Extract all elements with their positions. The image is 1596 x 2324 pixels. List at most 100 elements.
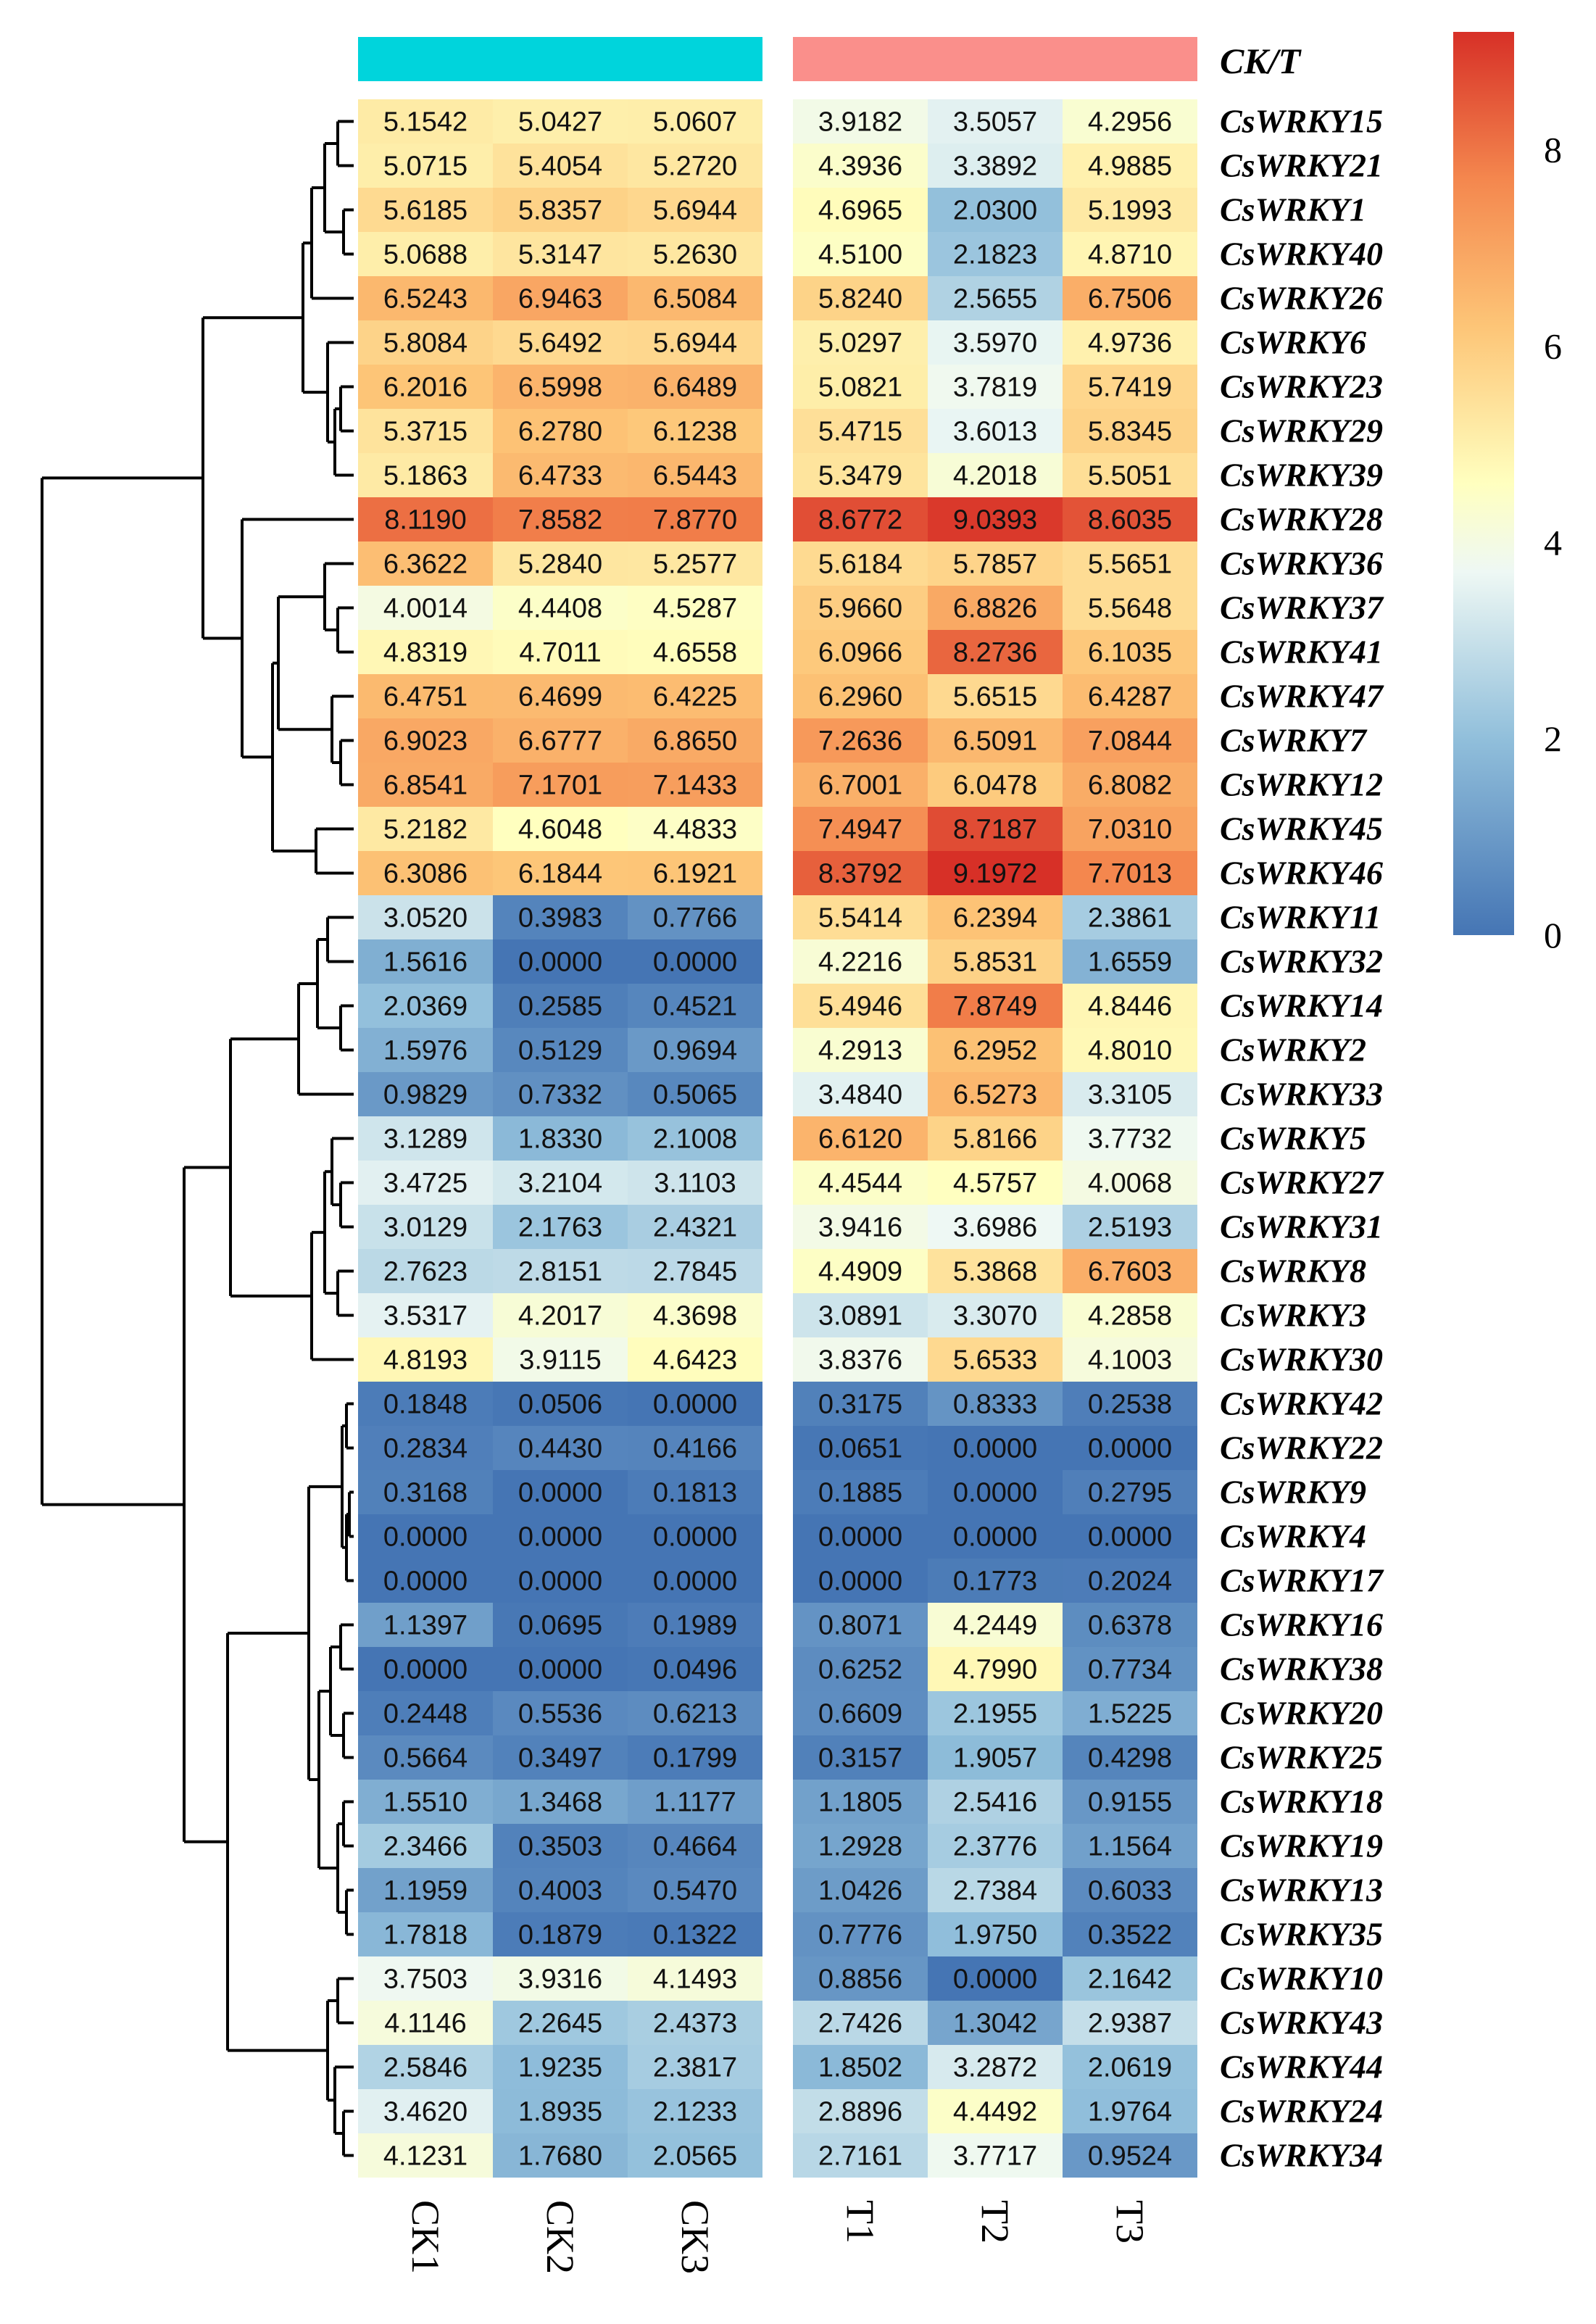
cell-value: 0.8071 [818,1611,902,1641]
cell-value: 1.1805 [818,1788,902,1818]
cell-value: 7.1433 [653,771,737,801]
heatmap-cell [1063,2001,1197,2045]
heatmap-cell [493,763,628,807]
row-label: CsWRKY34 [1220,2137,1383,2174]
heatmap-cell [928,1735,1063,1780]
heatmap-cell [493,674,628,718]
heatmap-cell [628,1735,762,1780]
cell-value: 4.8193 [383,1345,467,1376]
heatmap-cell [1063,365,1197,409]
cell-value: 4.9736 [1088,328,1172,359]
cell-value: 4.5757 [953,1169,1037,1199]
cell-value: 0.0000 [518,1566,602,1597]
row-labels: CsWRKY15 CsWRKY21 CsWRKY1 CsWRKY40 CsWRKY26 C… [1220,103,1384,2174]
heatmap-cell [1063,586,1197,630]
cell-value: 4.2018 [953,461,1037,491]
heatmap-cell [358,1868,493,1912]
cell-value: 1.3042 [953,2009,1037,2039]
row-label: CsWRKY40 [1220,236,1383,273]
cell-value: 6.5273 [953,1080,1037,1111]
cell-value: 0.6609 [818,1699,902,1730]
cell-value: 0.0496 [653,1655,737,1685]
cell-value: 4.8710 [1088,240,1172,270]
heatmap-cell [928,1116,1063,1161]
heatmap-cell [358,630,493,674]
cell-value: 5.0821 [818,373,902,403]
row-label: CsWRKY27 [1220,1164,1384,1201]
row-label: CsWRKY19 [1220,1827,1383,1864]
cell-value: 3.9316 [518,1964,602,1995]
heatmap-cell [493,1249,628,1293]
cell-value: 3.7503 [383,1964,467,1995]
heatmap-cell [928,2045,1063,2089]
heatmap-cell [628,1956,762,2001]
cell-value: 7.0310 [1088,815,1172,845]
heatmap-cell [493,1337,628,1382]
cell-value: 6.8826 [953,594,1037,624]
cell-value: 0.1813 [653,1478,737,1508]
cell-value: 6.2780 [518,417,602,447]
cell-value: 3.7717 [953,2141,1037,2172]
heatmap-cell [1063,807,1197,851]
heatmap-cell [793,1780,928,1824]
cell-value: 3.1289 [383,1124,467,1155]
cell-value: 4.8446 [1088,992,1172,1022]
heatmap-cell [628,1382,762,1426]
heatmap-cell [628,1337,762,1382]
cell-value: 3.5057 [953,107,1037,138]
heatmap-cell [793,1647,928,1691]
row-label: CsWRKY18 [1220,1783,1383,1820]
cell-value: 3.6986 [953,1213,1037,1243]
cell-value: 2.0300 [953,196,1037,226]
heatmap-cell [628,718,762,763]
heatmap-cell [1063,851,1197,895]
chart-title: CK/T [1220,41,1302,81]
heatmap-cell [358,1956,493,2001]
heatmap-cell [358,99,493,144]
heatmap-cell [1063,1559,1197,1603]
cell-value: 4.9885 [1088,152,1172,182]
heatmap-cell [1063,99,1197,144]
heatmap-cell [793,674,928,718]
cell-value: 0.1773 [953,1566,1037,1597]
heatmap-cell [493,2089,628,2133]
cell-value: 6.1238 [653,417,737,447]
cell-value: 0.0000 [953,1478,1037,1508]
cell-value: 6.1035 [1088,638,1172,668]
column-label: T2 [973,2200,1017,2244]
cell-value: 1.9764 [1088,2097,1172,2128]
heatmap-cell [358,2089,493,2133]
cell-value: 0.1989 [653,1611,737,1641]
heatmap-cell [793,1293,928,1337]
cell-value: 5.4946 [818,992,902,1022]
cell-value: 3.0520 [383,903,467,934]
cell-value: 6.9023 [383,726,467,757]
cell-value: 5.0297 [818,328,902,359]
heatmap-cell [1063,1293,1197,1337]
heatmap-cell [793,2133,928,2178]
heatmap-cell [1063,1337,1197,1382]
row-label: CsWRKY6 [1220,324,1366,361]
cell-value: 5.3715 [383,417,467,447]
heatmap-cell [1063,409,1197,453]
cell-value: 2.2645 [518,2009,602,2039]
cell-value: 9.0393 [953,505,1037,536]
cell-value: 0.3168 [383,1478,467,1508]
heatmap-cell [928,1559,1063,1603]
cell-value: 0.5664 [383,1743,467,1774]
cell-value: 0.0000 [818,1566,902,1597]
cell-value: 5.7857 [953,549,1037,580]
cell-value: 1.7818 [383,1920,467,1951]
cell-value: 0.1322 [653,1920,737,1951]
cell-value: 0.0506 [518,1390,602,1420]
row-label: CsWRKY32 [1220,943,1383,980]
cell-value: 4.4492 [953,2097,1037,2128]
cell-value: 6.7506 [1088,284,1172,315]
cell-value: 5.3868 [953,1257,1037,1287]
cell-value: 6.4225 [653,682,737,713]
cell-value: 3.2104 [518,1169,602,1199]
heatmap-cell [358,1514,493,1559]
cell-value: 0.3157 [818,1743,902,1774]
heatmap-cell [793,1028,928,1072]
heatmap-cell [628,630,762,674]
